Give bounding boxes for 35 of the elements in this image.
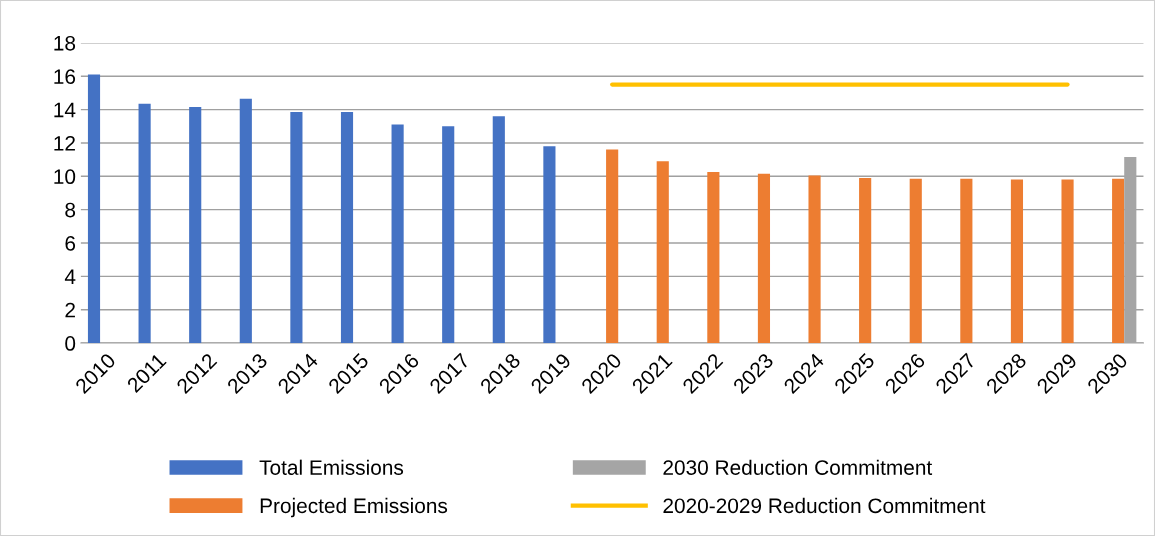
- bar: [442, 126, 455, 344]
- y-tick-label: 16: [54, 69, 76, 84]
- y-tick-label: 8: [65, 202, 76, 218]
- bar: [492, 116, 505, 344]
- bar: [808, 175, 821, 344]
- legend-label: 2030 Reduction Commitment: [663, 459, 933, 475]
- bar: [606, 149, 619, 344]
- bar: [138, 103, 151, 344]
- bar: [543, 146, 556, 344]
- bar: [707, 172, 720, 344]
- bar: [391, 124, 404, 344]
- y-tick-label: 2: [65, 302, 75, 318]
- y-tick-label: 10: [54, 169, 76, 185]
- y-tick-label: 14: [54, 102, 76, 118]
- bar: [909, 178, 922, 344]
- bar: [1112, 178, 1125, 344]
- bar: [1061, 179, 1074, 344]
- bar: [239, 98, 252, 344]
- legend-label: 2020-2029 Reduction Commitment: [663, 497, 986, 514]
- bar: [189, 107, 202, 344]
- y-tick-label: 4: [64, 269, 76, 284]
- bar: [656, 161, 669, 344]
- bar: [757, 173, 771, 344]
- bar: [87, 74, 101, 344]
- bar: [960, 178, 973, 344]
- bar: [859, 177, 872, 344]
- bar: [1010, 179, 1024, 344]
- y-tick-label: 6: [65, 235, 76, 251]
- legend-label: Total Emissions: [259, 459, 404, 475]
- bar: [290, 112, 303, 344]
- y-tick-label: 0: [65, 336, 76, 351]
- y-tick-label: 12: [54, 135, 75, 151]
- legend-label: Projected Emissions: [260, 497, 448, 518]
- bar: [340, 112, 354, 344]
- y-tick-label: 18: [54, 35, 76, 51]
